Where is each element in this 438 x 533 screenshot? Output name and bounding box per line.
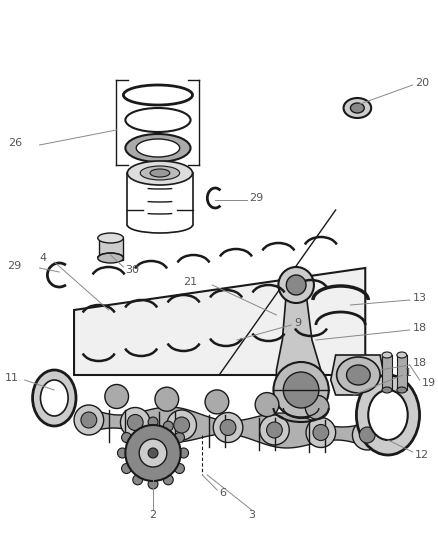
Ellipse shape	[357, 375, 420, 455]
Ellipse shape	[148, 448, 158, 458]
Ellipse shape	[350, 103, 364, 113]
Ellipse shape	[74, 405, 104, 435]
Ellipse shape	[313, 424, 329, 440]
Ellipse shape	[174, 417, 190, 433]
Polygon shape	[276, 293, 321, 395]
Ellipse shape	[125, 134, 191, 162]
Ellipse shape	[133, 421, 143, 431]
Ellipse shape	[40, 380, 68, 416]
Text: 9: 9	[294, 318, 301, 328]
Ellipse shape	[122, 432, 131, 442]
Polygon shape	[382, 355, 392, 390]
Ellipse shape	[359, 427, 375, 443]
Ellipse shape	[32, 370, 76, 426]
Ellipse shape	[213, 413, 243, 442]
Ellipse shape	[167, 410, 197, 440]
Ellipse shape	[127, 415, 143, 431]
Ellipse shape	[133, 475, 143, 485]
Polygon shape	[99, 238, 124, 260]
Text: 20: 20	[415, 78, 429, 88]
Ellipse shape	[140, 166, 180, 180]
Ellipse shape	[150, 169, 170, 177]
Polygon shape	[331, 355, 385, 395]
Ellipse shape	[148, 417, 158, 427]
Text: 19: 19	[421, 378, 436, 388]
Text: 18: 18	[413, 358, 427, 368]
Ellipse shape	[267, 422, 283, 438]
Ellipse shape	[346, 365, 370, 385]
Ellipse shape	[337, 357, 380, 393]
Ellipse shape	[127, 161, 193, 185]
Ellipse shape	[139, 439, 167, 467]
Ellipse shape	[286, 275, 306, 295]
Ellipse shape	[117, 448, 127, 458]
Ellipse shape	[205, 390, 229, 414]
Ellipse shape	[283, 372, 319, 408]
Ellipse shape	[273, 362, 329, 418]
Ellipse shape	[255, 393, 279, 417]
Ellipse shape	[397, 352, 407, 358]
Text: 13: 13	[413, 293, 427, 303]
Ellipse shape	[105, 384, 128, 408]
Ellipse shape	[136, 139, 180, 157]
Polygon shape	[89, 407, 367, 448]
Ellipse shape	[98, 253, 124, 263]
Ellipse shape	[155, 387, 179, 411]
Ellipse shape	[175, 432, 184, 442]
Text: 21: 21	[184, 277, 198, 287]
Text: 2: 2	[149, 510, 156, 520]
Ellipse shape	[81, 412, 97, 428]
Ellipse shape	[125, 425, 180, 481]
Text: 29: 29	[7, 261, 22, 271]
Ellipse shape	[382, 352, 392, 358]
Text: 1: 1	[405, 368, 412, 378]
Text: 30: 30	[125, 265, 139, 275]
Ellipse shape	[179, 448, 188, 458]
Ellipse shape	[353, 420, 382, 450]
Ellipse shape	[175, 464, 184, 473]
Text: 6: 6	[219, 488, 226, 498]
Text: 3: 3	[248, 510, 255, 520]
Ellipse shape	[368, 390, 408, 440]
Ellipse shape	[163, 475, 173, 485]
Ellipse shape	[163, 421, 173, 431]
Ellipse shape	[305, 395, 329, 419]
Text: 26: 26	[8, 138, 22, 148]
Text: 29: 29	[249, 193, 263, 203]
Text: 4: 4	[39, 253, 46, 263]
Ellipse shape	[148, 479, 158, 489]
Text: 18: 18	[413, 323, 427, 333]
Polygon shape	[397, 355, 407, 390]
Ellipse shape	[122, 464, 131, 473]
Ellipse shape	[220, 419, 236, 435]
Ellipse shape	[382, 387, 392, 393]
Polygon shape	[74, 268, 365, 375]
Ellipse shape	[397, 387, 407, 393]
Ellipse shape	[306, 417, 336, 448]
Ellipse shape	[120, 408, 150, 438]
Ellipse shape	[343, 98, 371, 118]
Text: 11: 11	[5, 373, 19, 383]
Ellipse shape	[98, 233, 124, 243]
Text: 12: 12	[415, 450, 429, 460]
Ellipse shape	[279, 267, 314, 303]
Ellipse shape	[260, 415, 289, 445]
